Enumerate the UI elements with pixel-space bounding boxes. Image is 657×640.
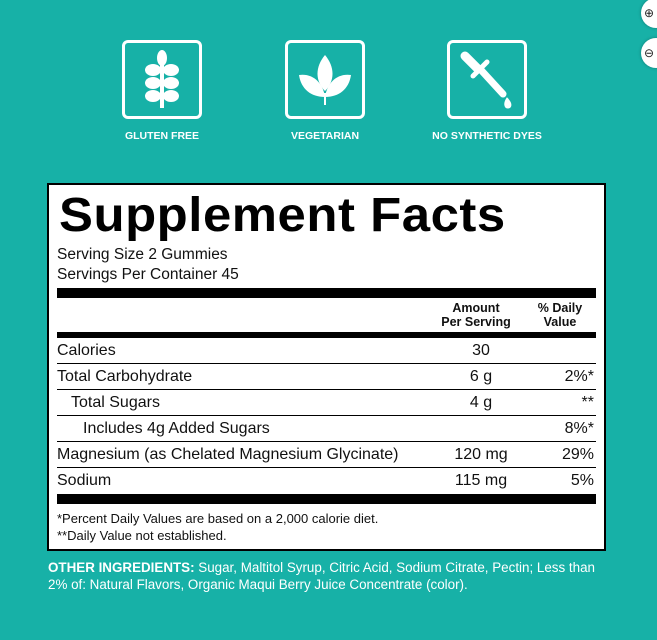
table-row: Total Carbohydrate 6 g 2%* bbox=[57, 364, 596, 390]
nutrient-name: Includes 4g Added Sugars bbox=[83, 419, 270, 437]
footnote-not-established: **Daily Value not established. bbox=[57, 528, 227, 543]
supplement-facts-panel: Supplement Facts Serving Size 2 Gummies … bbox=[47, 183, 606, 551]
badge-label: NO SYNTHETIC DYES bbox=[432, 130, 542, 142]
divider-thick bbox=[57, 494, 596, 504]
nutrient-name: Calories bbox=[57, 341, 116, 359]
divider-medium bbox=[57, 332, 596, 338]
nutrient-amount: 115 mg bbox=[454, 472, 508, 489]
badge-gluten-free: GLUTEN FREE bbox=[82, 40, 242, 144]
table-row: Total Sugars 4 g ** bbox=[57, 390, 596, 416]
nutrient-daily-value: 2%* bbox=[564, 367, 594, 385]
table-row: Calories 30 bbox=[57, 338, 596, 364]
nutrient-amount: 6 g bbox=[469, 367, 493, 385]
badge-no-synthetic-dyes: NO SYNTHETIC DYES bbox=[407, 40, 567, 144]
nutrient-amount: 30 bbox=[472, 341, 490, 359]
other-ingredients-label: OTHER INGREDIENTS: bbox=[48, 560, 195, 575]
header-dv: % Daily bbox=[537, 301, 583, 315]
nutrient-daily-value: ** bbox=[581, 393, 594, 411]
nutrient-name: Magnesium (as Chelated Magnesium Glycina… bbox=[57, 445, 399, 463]
nutrient-amount: 120 mg bbox=[454, 445, 508, 463]
nutrient-daily-value: 29% bbox=[561, 445, 594, 463]
nutrient-name: Sodium bbox=[57, 472, 112, 489]
header-dv-sub: Value bbox=[543, 315, 577, 329]
table-header: Amount Per Serving % Daily Value bbox=[57, 298, 596, 332]
zoom-out-button[interactable]: ⊖ bbox=[641, 38, 657, 68]
badge-vegetarian: VEGETARIAN bbox=[245, 40, 405, 144]
table-row: Magnesium (as Chelated Magnesium Glycina… bbox=[57, 442, 596, 468]
leaf-icon bbox=[285, 40, 365, 119]
header-amount: Amount bbox=[452, 301, 500, 315]
footnote-percent: *Percent Daily Values are based on a 2,0… bbox=[57, 511, 379, 526]
nutrient-name: Total Carbohydrate bbox=[57, 367, 193, 385]
badge-label: VEGETARIAN bbox=[290, 130, 360, 142]
nutrient-amount: 4 g bbox=[469, 393, 493, 411]
divider-thick bbox=[57, 288, 596, 298]
panel-title: Supplement Facts bbox=[59, 189, 506, 242]
badge-label: GLUTEN FREE bbox=[124, 130, 200, 142]
serving-size: Serving Size 2 Gummies bbox=[57, 246, 228, 263]
dropper-icon bbox=[447, 40, 527, 119]
nutrient-name: Total Sugars bbox=[71, 393, 160, 411]
table-row: Includes 4g Added Sugars 8%* bbox=[57, 416, 596, 442]
nutrient-daily-value: 5% bbox=[570, 472, 594, 489]
zoom-in-button[interactable]: ⊕ bbox=[641, 0, 657, 28]
other-ingredients: OTHER INGREDIENTS: Sugar, Maltitol Syrup… bbox=[48, 559, 618, 593]
servings-per-container: Servings Per Container 45 bbox=[57, 266, 239, 283]
nutrient-daily-value: 8%* bbox=[564, 419, 594, 437]
wheat-icon bbox=[122, 40, 202, 119]
other-ingredients-text: Sugar, Maltitol Syrup, Citric Acid, Sodi… bbox=[48, 560, 595, 592]
facts-table: Calories 30 Total Carbohydrate 6 g 2%* Total … bbox=[57, 338, 596, 494]
table-row: Sodium 115 mg 5% bbox=[57, 468, 596, 494]
header-amount-sub: Per Serving bbox=[441, 315, 511, 329]
